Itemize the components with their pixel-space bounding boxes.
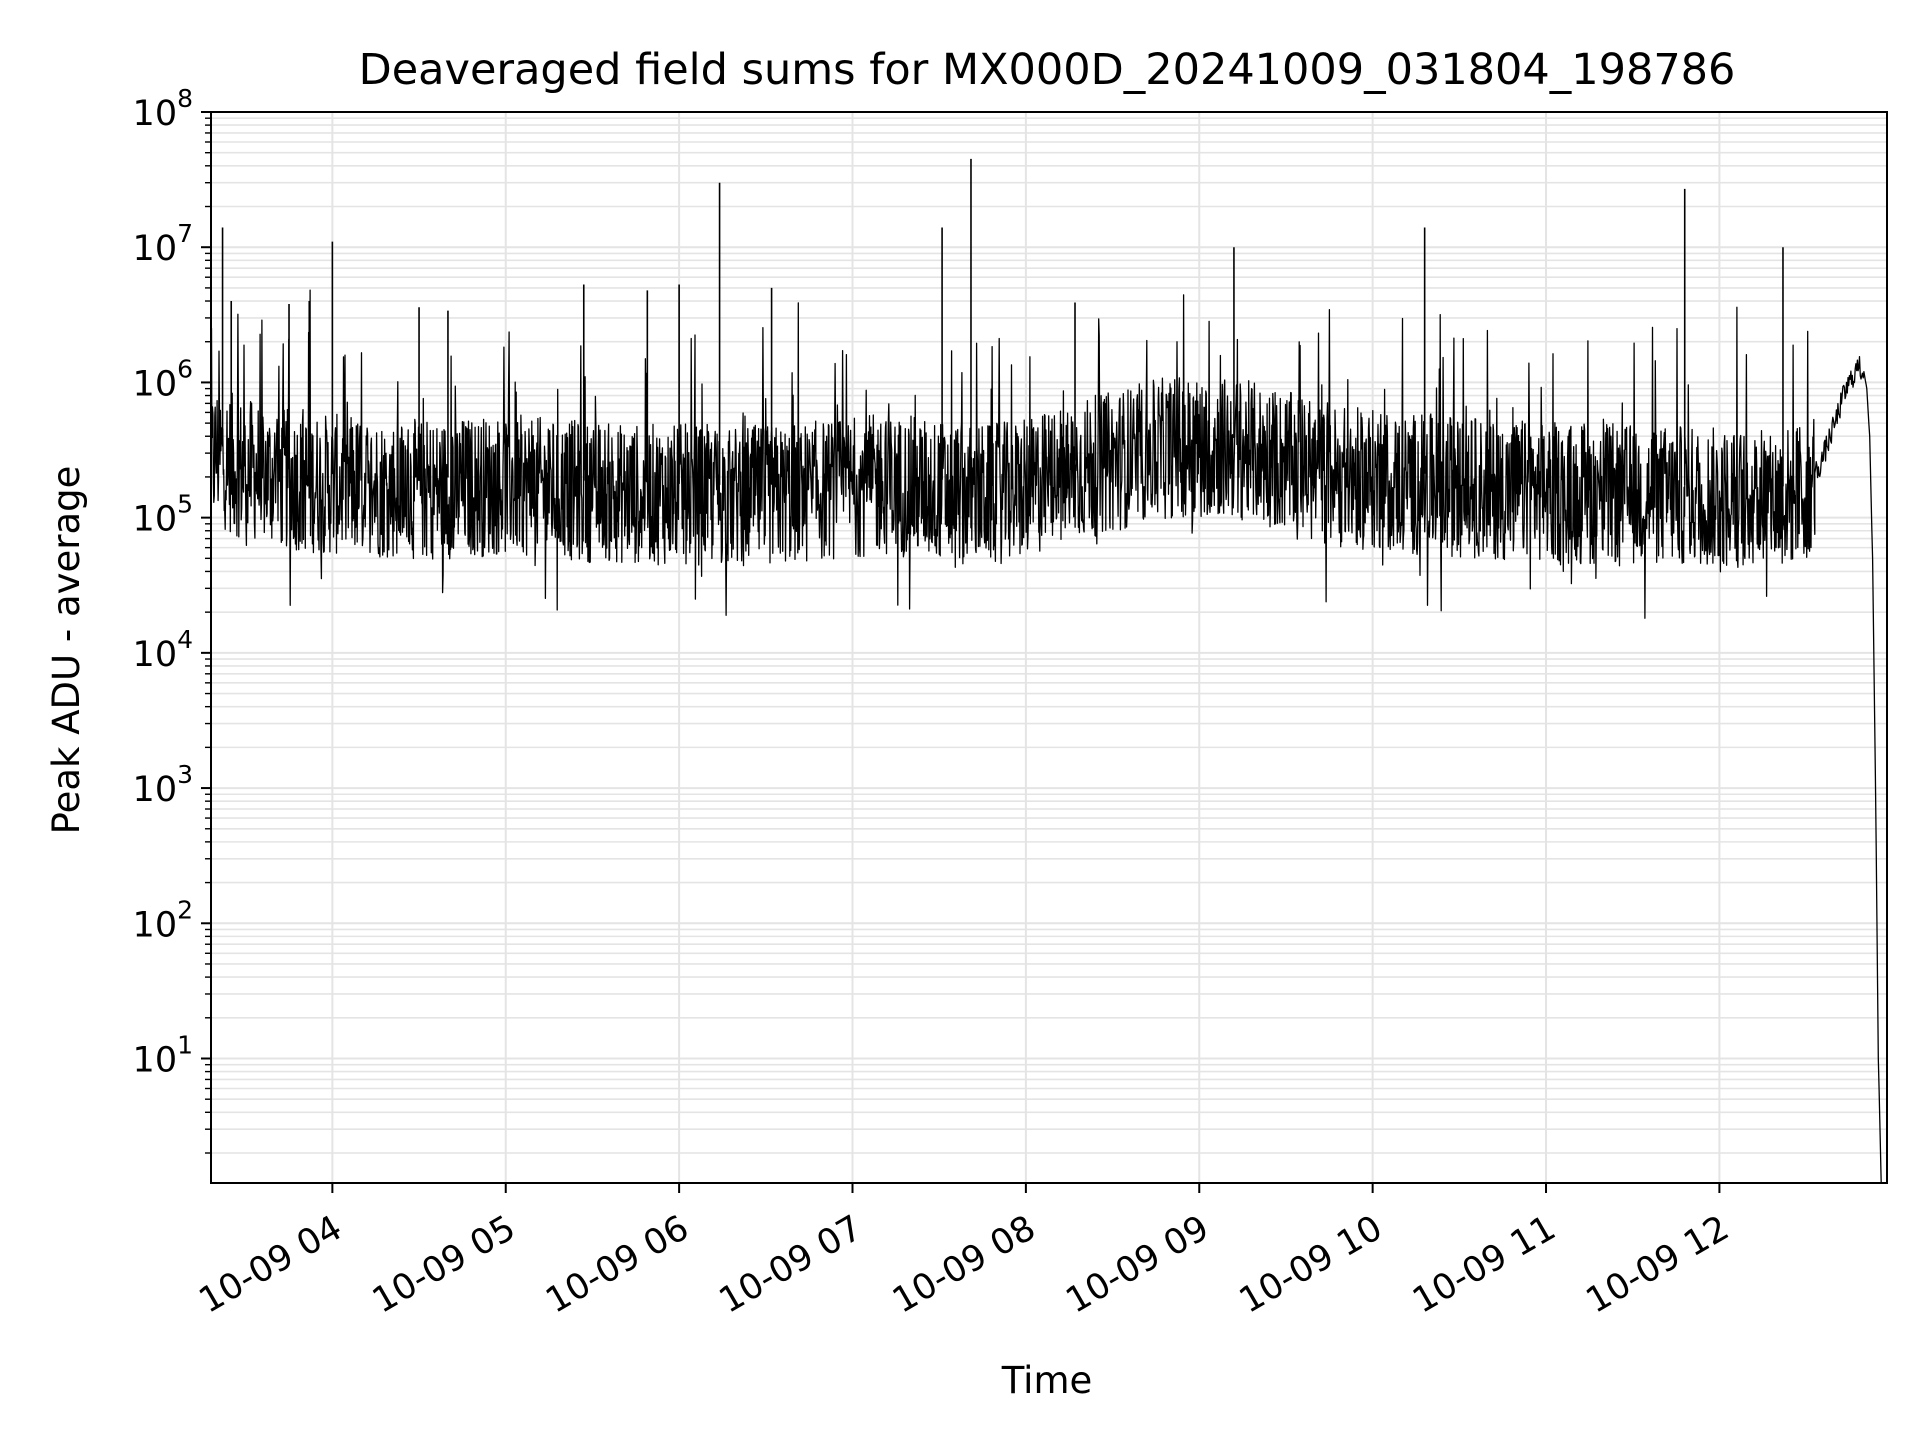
y-tick-label: 104 bbox=[133, 625, 193, 675]
plot-frame bbox=[210, 111, 1888, 1184]
y-tick-label: 106 bbox=[133, 354, 193, 404]
x-axis-label: Time bbox=[1001, 1359, 1093, 1402]
chart-title: Deaveraged field sums for MX000D_2024100… bbox=[359, 45, 1736, 95]
grid bbox=[211, 111, 1887, 1183]
series-line bbox=[210, 158, 1882, 1184]
y-tick-label: 108 bbox=[133, 84, 193, 134]
y-tick-label: 105 bbox=[133, 490, 193, 540]
y-tick-label: 102 bbox=[133, 895, 193, 945]
y-tick-label: 103 bbox=[133, 760, 193, 810]
y-tick-label: 101 bbox=[133, 1030, 193, 1080]
series-path bbox=[210, 289, 1882, 1184]
y-tick-label: 107 bbox=[133, 219, 193, 269]
y-axis-label: Peak ADU - average bbox=[45, 466, 88, 835]
